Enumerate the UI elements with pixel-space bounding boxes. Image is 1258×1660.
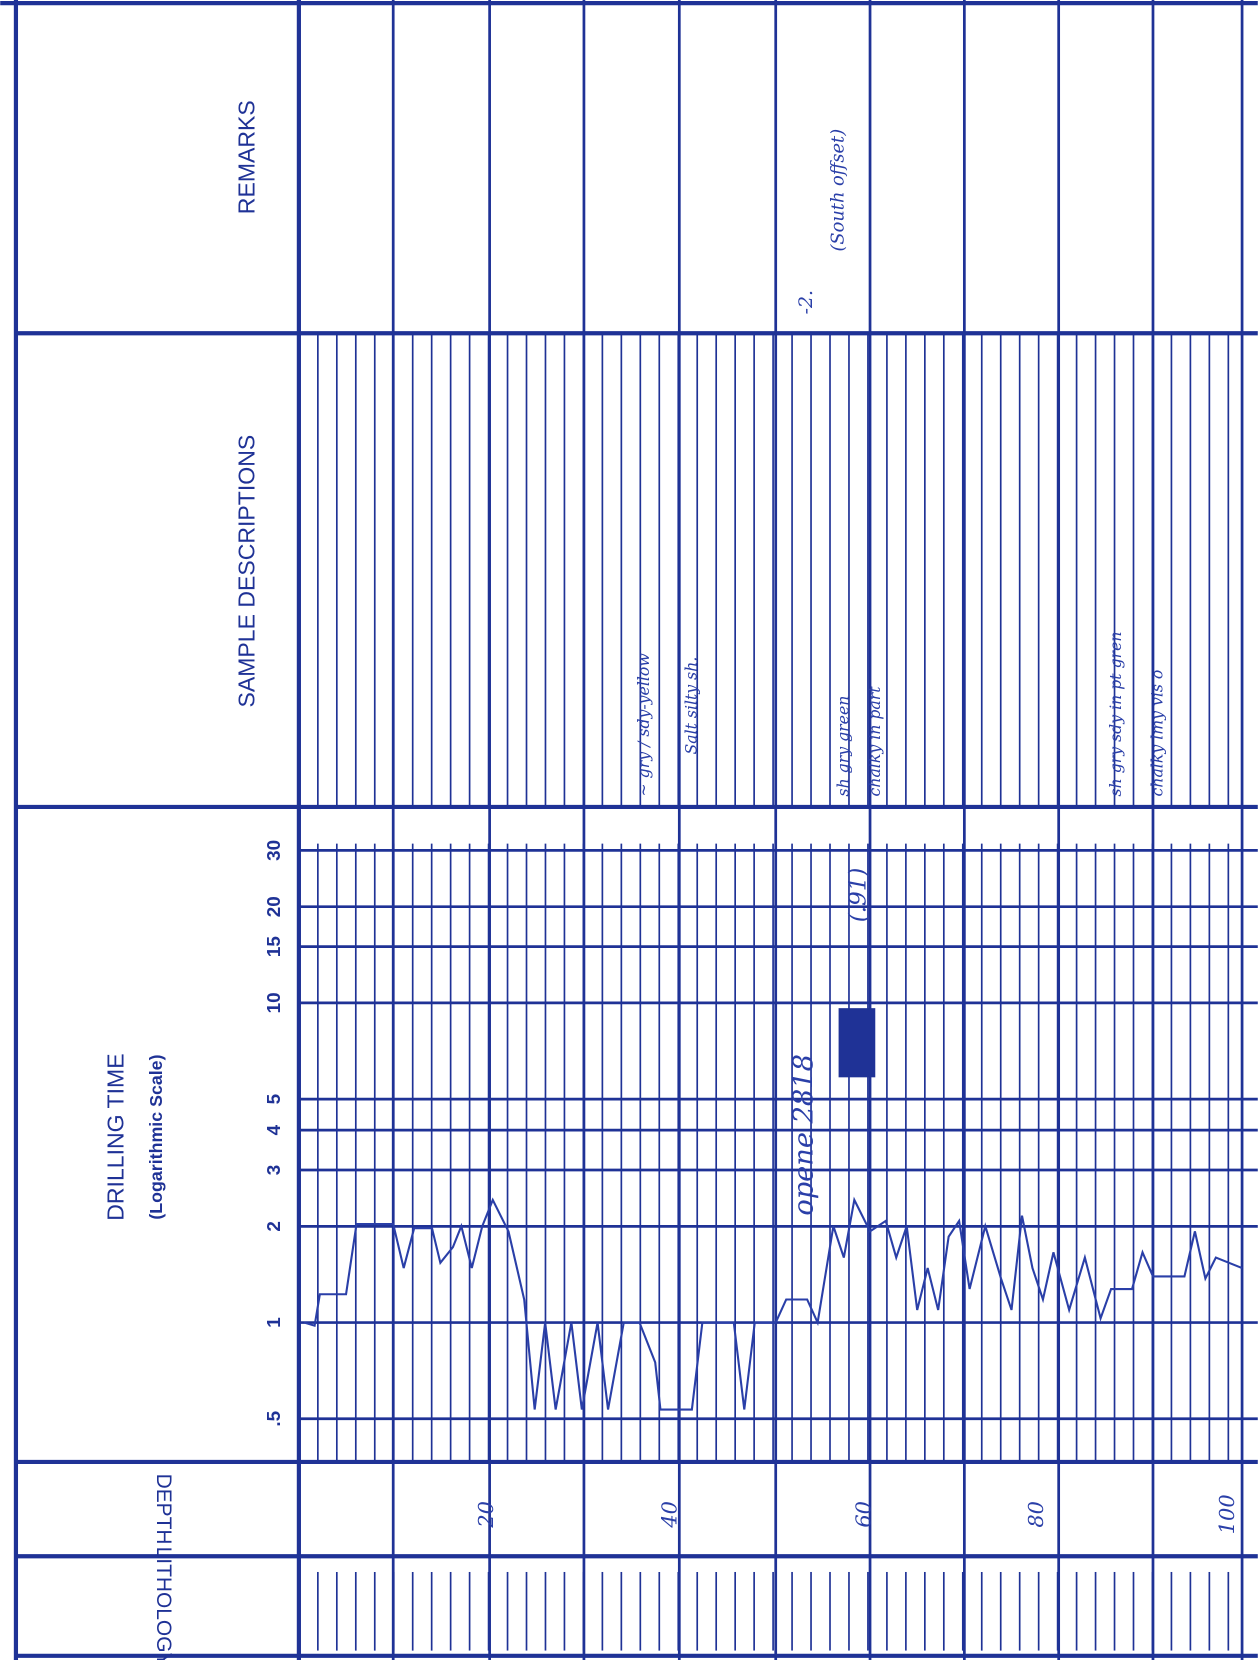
scale-label: 4 bbox=[263, 1124, 284, 1135]
scale-label: 30 bbox=[263, 840, 284, 861]
depth-label: 100 bbox=[1215, 1494, 1239, 1534]
scale-label: 15 bbox=[263, 936, 284, 957]
scale-label: 5 bbox=[263, 1094, 284, 1105]
drilling-log-form: REMARKS SAMPLE DESCRIPTIONS DRILLING TIM… bbox=[0, 0, 1258, 1660]
scale-label: .5 bbox=[263, 1411, 284, 1427]
remark-note: (South offset) bbox=[828, 129, 849, 252]
sample-note: ~ gry / sdy-yellow bbox=[634, 653, 653, 797]
depth-label: 20 bbox=[474, 1501, 498, 1529]
sample-note: sh gry sdy in pt gren bbox=[1106, 631, 1125, 796]
depth-label: 60 bbox=[851, 1501, 875, 1528]
scale-label: 10 bbox=[263, 992, 284, 1013]
drilling-header: DRILLING TIME bbox=[103, 1053, 129, 1220]
sample-note: chalky in part bbox=[865, 686, 884, 797]
page: REMARKS SAMPLE DESCRIPTIONS DRILLING TIM… bbox=[0, 0, 1258, 1660]
samples-header: SAMPLE DESCRIPTIONS bbox=[234, 435, 260, 708]
drilling-subheader: (Logarithmic Scale) bbox=[146, 1054, 166, 1219]
scale-label: 1 bbox=[263, 1317, 284, 1328]
scale-label: 2 bbox=[263, 1221, 284, 1232]
scale-label: 20 bbox=[263, 896, 284, 917]
paper bbox=[0, 0, 1258, 1660]
drilling-note: opene 2818 bbox=[789, 1054, 820, 1216]
remark-note: -2. bbox=[795, 290, 817, 314]
sample-note: Salt silty sh. bbox=[681, 657, 700, 755]
depth-label: 40 bbox=[657, 1501, 681, 1529]
depth-label: 80 bbox=[1024, 1501, 1048, 1528]
sample-note: sh gry green bbox=[833, 696, 852, 797]
sample-note: chalky lmy vis o bbox=[1148, 670, 1167, 797]
scale-label: 3 bbox=[263, 1165, 284, 1176]
depth-header: DEPTH bbox=[152, 1474, 175, 1545]
drilling-note: (.91) bbox=[846, 868, 872, 923]
lithology-header: LITHOLOGY bbox=[152, 1547, 175, 1660]
marker-block bbox=[839, 1008, 876, 1077]
remarks-header: REMARKS bbox=[234, 100, 260, 214]
